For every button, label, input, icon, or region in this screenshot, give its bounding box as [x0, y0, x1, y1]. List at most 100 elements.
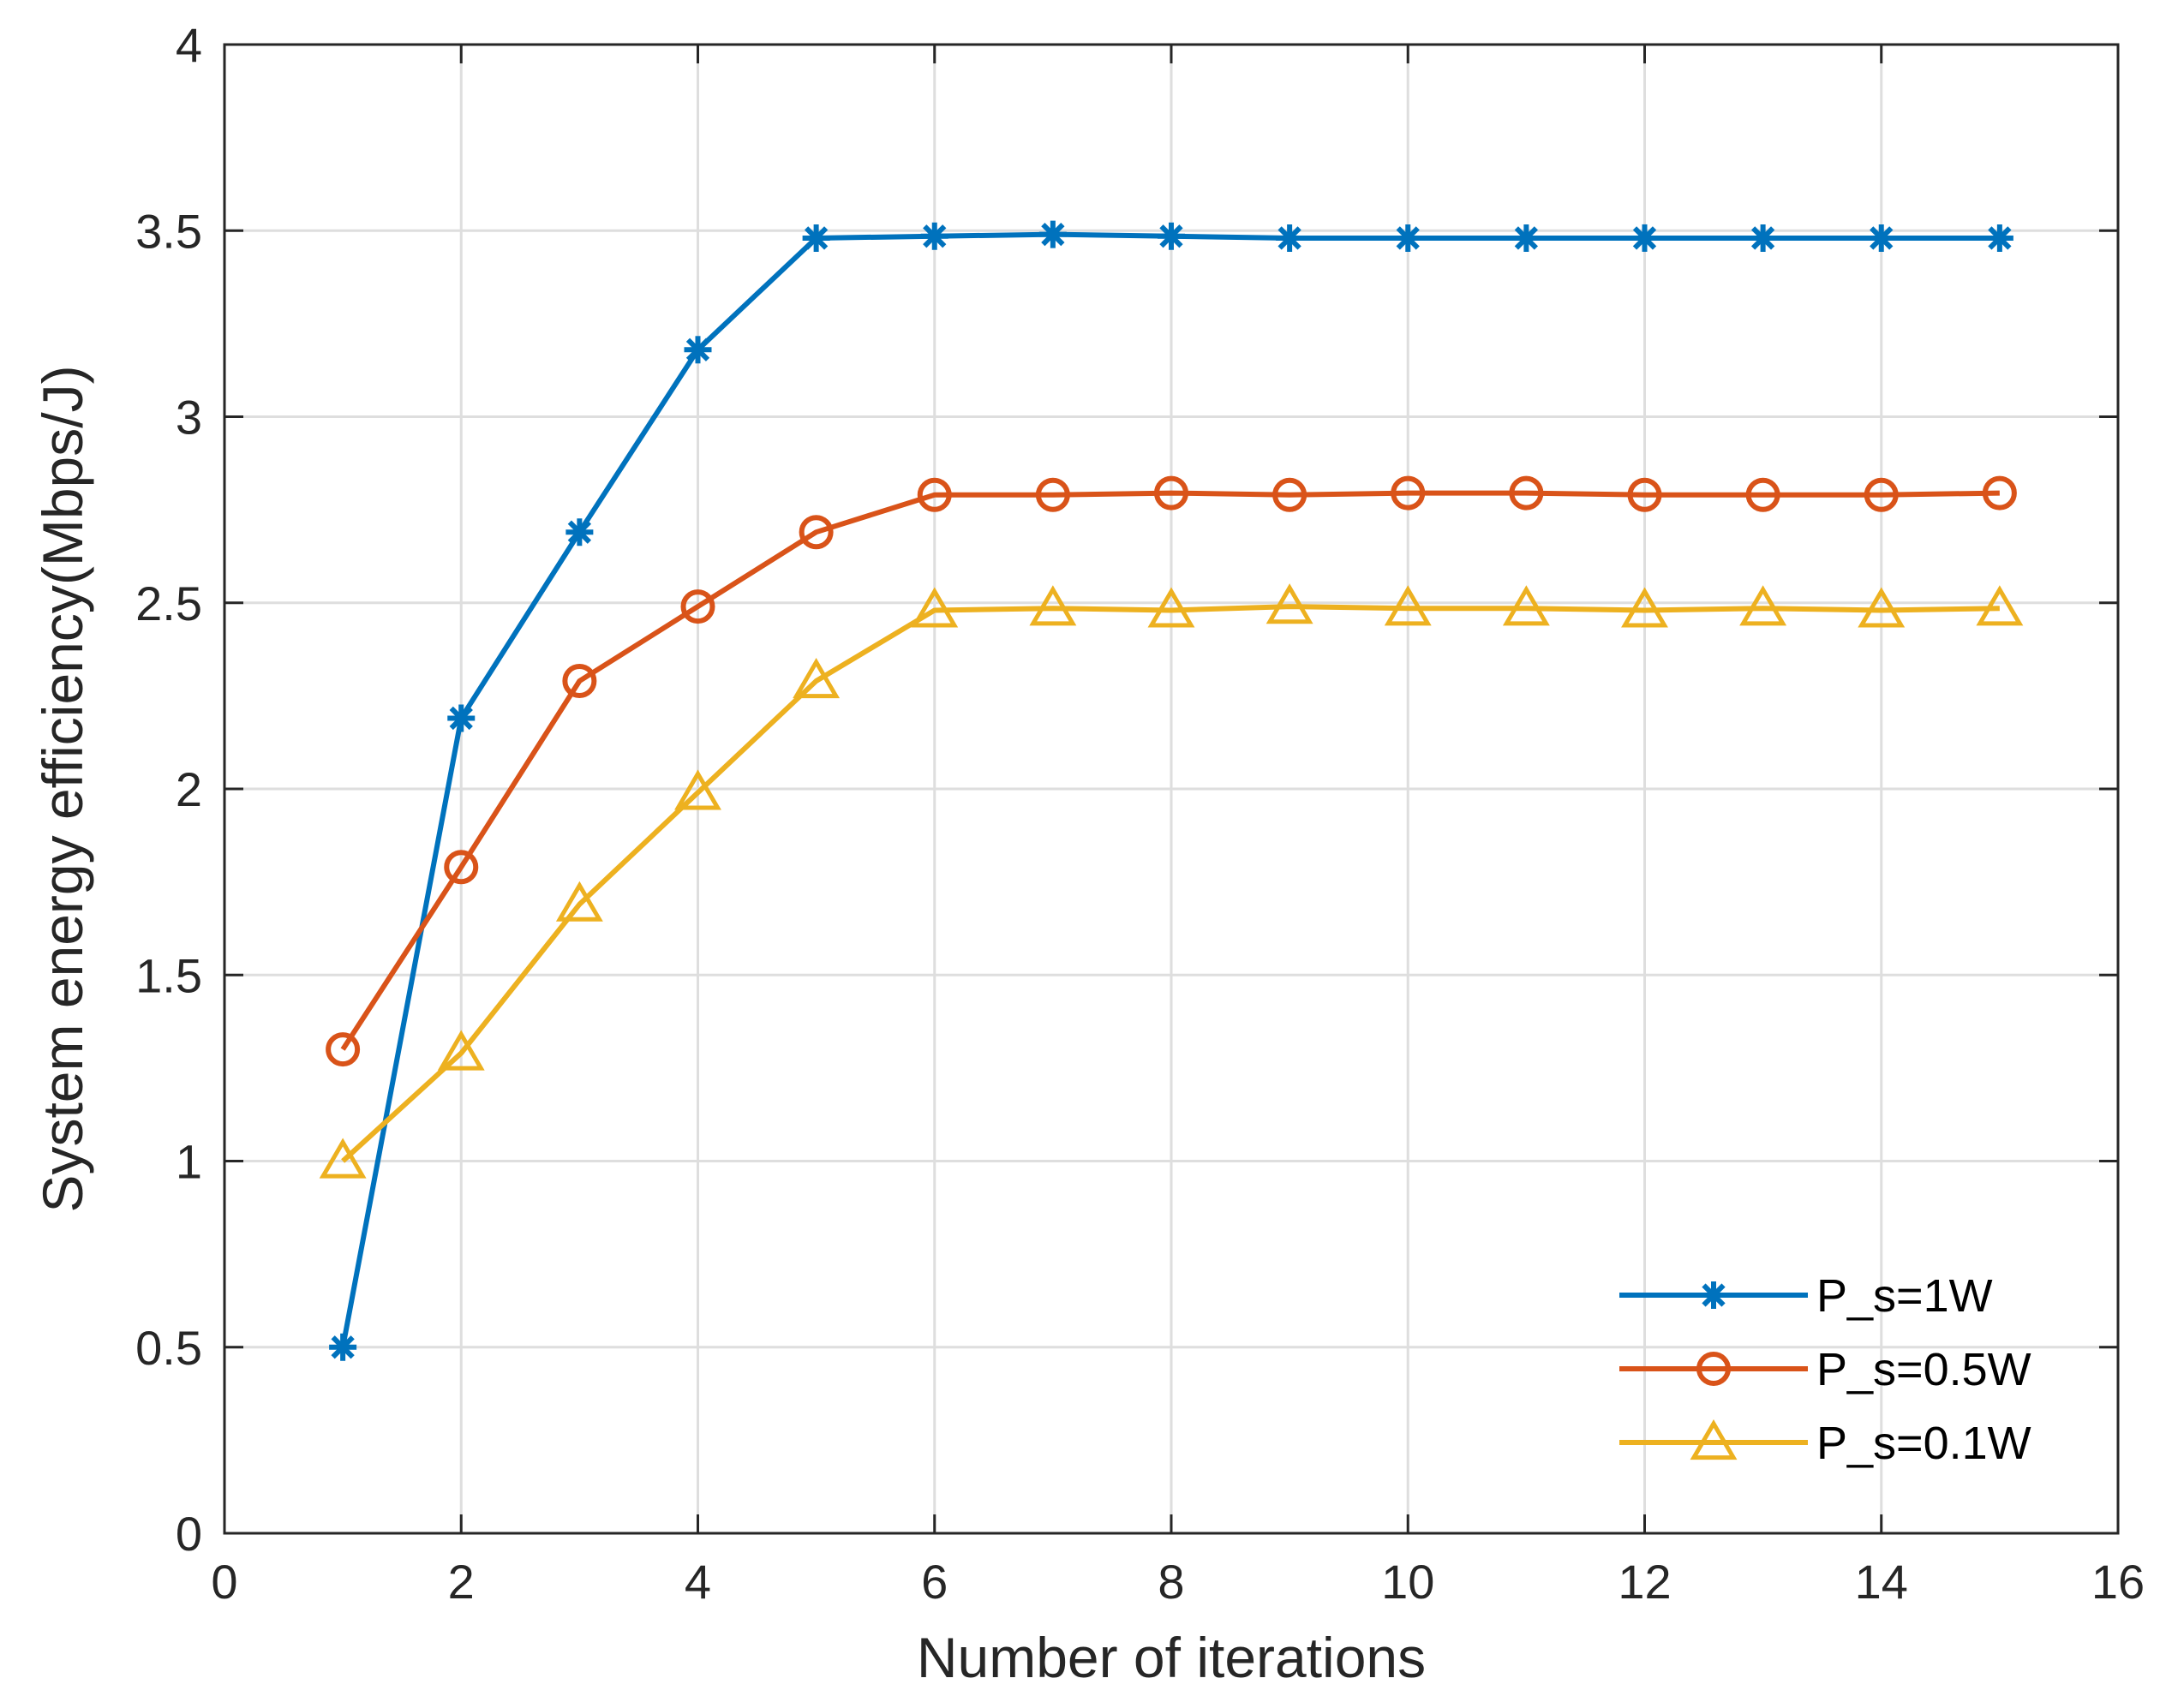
series-line — [341, 604, 2000, 1163]
asterisk-stroke — [1750, 226, 1775, 250]
y-tick-label: 2 — [176, 762, 202, 816]
series-line — [340, 490, 2000, 1051]
data-point-triangle — [437, 1030, 485, 1071]
data-point-circle — [444, 850, 479, 885]
series-P_s=0.1W — [319, 583, 2024, 1179]
legend-item: P_s=0.1W — [1619, 1418, 2031, 1469]
y-tick-label: 2.5 — [135, 576, 202, 630]
data-point-triangle — [911, 587, 959, 628]
x-tick-label: 16 — [2091, 1555, 2145, 1609]
data-point-circle — [1745, 477, 1780, 512]
data-point-asterisk — [1158, 222, 1185, 250]
data-point-triangle — [1690, 1419, 1738, 1460]
data-point-triangle — [1265, 583, 1313, 624]
asterisk-stroke — [685, 337, 710, 361]
y-tick-label: 1.5 — [135, 948, 202, 1002]
series-layer — [319, 220, 2024, 1361]
data-point-triangle — [674, 769, 721, 810]
y-tick-label: 0 — [176, 1507, 202, 1561]
data-point-circle — [799, 515, 834, 550]
asterisk-stroke — [1396, 226, 1420, 250]
data-point-triangle — [1976, 585, 2024, 626]
asterisk-stroke — [331, 1335, 355, 1359]
y-tick-label: 4 — [176, 18, 202, 72]
data-point-circle — [1391, 475, 1426, 511]
data-point-circle — [326, 1032, 361, 1067]
y-tick-label: 3 — [176, 391, 202, 445]
x-tick-label: 0 — [211, 1555, 237, 1609]
y-tick-label: 0.5 — [135, 1321, 202, 1375]
data-point-asterisk — [1630, 224, 1659, 252]
data-point-asterisk — [920, 222, 948, 250]
x-tick-label: 2 — [448, 1555, 475, 1609]
y-tick-label: 1 — [176, 1135, 202, 1189]
legend: P_s=1W P_s=0.5W P_s=0.1W — [1619, 1270, 2031, 1469]
asterisk-stroke — [1514, 226, 1539, 250]
data-point-triangle — [1147, 587, 1195, 628]
data-point-asterisk — [1276, 224, 1304, 252]
data-point-circle — [1627, 477, 1662, 512]
series-P_s=0.5W — [326, 475, 2017, 1067]
data-point-circle — [1864, 477, 1899, 512]
data-point-triangle — [555, 881, 603, 922]
data-point-asterisk — [1985, 224, 2013, 252]
x-tick-label: 12 — [1618, 1555, 1671, 1609]
data-point-triangle — [1029, 585, 1077, 626]
x-tick-label: 10 — [1381, 1555, 1434, 1609]
asterisk-stroke — [1988, 226, 2012, 250]
data-point-circle — [1696, 1352, 1731, 1386]
tick-labels: 0 2 4 6 8 10 12 14 16 0 0.5 1 1.5 2 2.5 3 3.5 4 — [135, 18, 2145, 1609]
x-tick-label: 6 — [921, 1555, 948, 1609]
y-axis-label: System energy efficiency(Mbps/J) — [31, 365, 94, 1212]
data-point-asterisk — [684, 336, 712, 364]
data-point-triangle — [1502, 585, 1550, 626]
legend-item: P_s=0.5W — [1619, 1344, 2031, 1395]
x-axis-label: Number of iterations — [917, 1626, 1426, 1689]
asterisk-stroke — [1870, 226, 1894, 250]
data-point-asterisk — [1394, 224, 1422, 252]
data-point-circle — [1154, 475, 1188, 511]
asterisk-stroke — [1277, 226, 1301, 250]
data-point-triangle — [1858, 587, 1906, 628]
x-tick-label: 8 — [1158, 1555, 1184, 1609]
legend-label: P_s=1W — [1816, 1270, 1993, 1322]
asterisk-stroke — [923, 224, 947, 248]
data-point-asterisk — [329, 1333, 357, 1361]
asterisk-stroke — [1041, 222, 1065, 247]
asterisk-stroke — [804, 226, 829, 250]
asterisk-stroke — [1632, 226, 1657, 250]
legend-label: P_s=0.5W — [1816, 1344, 2031, 1395]
y-tick-label: 3.5 — [135, 204, 202, 258]
data-point-asterisk — [802, 224, 830, 252]
data-point-triangle — [793, 658, 841, 699]
data-point-triangle — [1384, 585, 1432, 626]
data-point-circle — [917, 477, 952, 512]
axis-ticks — [223, 43, 2120, 1535]
data-point-circle — [1509, 475, 1544, 511]
asterisk-stroke — [1159, 224, 1183, 248]
data-point-asterisk — [1700, 1281, 1727, 1309]
data-point-asterisk — [565, 518, 594, 546]
data-point-circle — [1982, 475, 2017, 511]
asterisk-stroke — [449, 706, 473, 731]
asterisk-stroke — [567, 520, 592, 544]
data-point-asterisk — [1867, 224, 1895, 252]
data-point-asterisk — [447, 704, 476, 732]
data-point-triangle — [1739, 585, 1787, 626]
data-point-asterisk — [1749, 224, 1777, 252]
series-P_s=1W — [329, 220, 2013, 1361]
data-point-asterisk — [1512, 224, 1541, 252]
legend-item: P_s=1W — [1619, 1270, 1993, 1322]
data-point-triangle — [319, 1138, 367, 1179]
data-point-asterisk — [1038, 220, 1067, 248]
data-point-circle — [1035, 477, 1070, 512]
x-tick-label: 14 — [1855, 1555, 1908, 1609]
data-point-triangle — [1621, 587, 1668, 628]
legend-label: P_s=0.1W — [1816, 1418, 2031, 1469]
asterisk-stroke — [1702, 1283, 1726, 1307]
data-point-circle — [680, 589, 715, 624]
data-point-circle — [1272, 477, 1307, 512]
x-tick-label: 4 — [685, 1555, 711, 1609]
data-point-circle — [562, 663, 597, 698]
